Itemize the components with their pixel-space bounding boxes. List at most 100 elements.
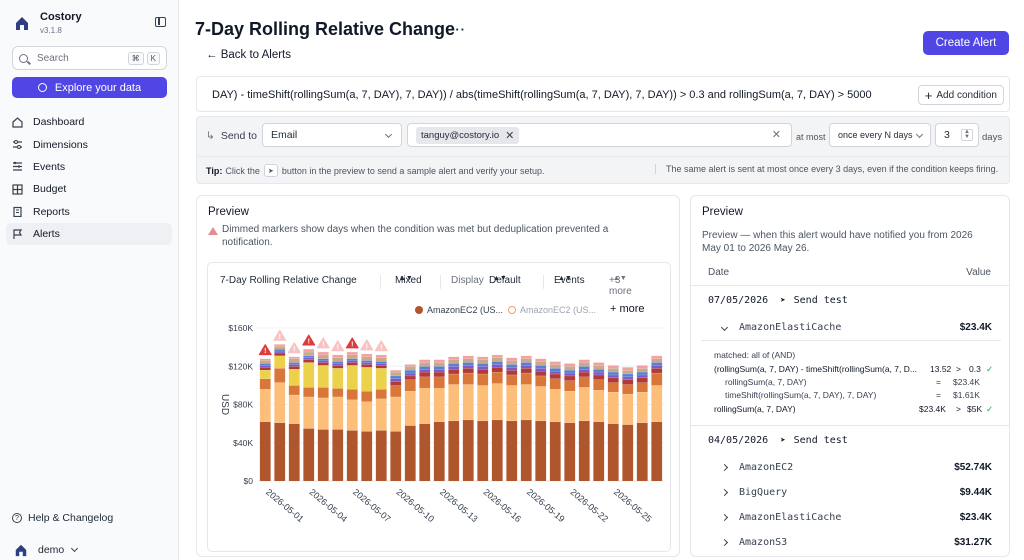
bar-segment [332,361,344,364]
send-icon[interactable]: ➤ [780,435,786,446]
sidebar-toggle-icon[interactable] [155,17,166,27]
bar-segment [578,387,590,421]
bar-segment [375,430,387,481]
bar-segment [477,366,489,370]
clear-recipients-icon[interactable]: ✕ [771,129,781,141]
bar-segment [593,362,605,366]
condition-expression[interactable]: DAY) - timeShift(rollingSum(a, 7, DAY), … [212,89,872,101]
bar-segment [448,420,460,481]
bar-segment [346,354,358,359]
y-tick-label: $40K [233,438,253,448]
bar-segment [520,384,532,420]
x-tick-label: 2026-05-22 [568,487,610,524]
frequency-select[interactable]: once every N days [829,123,931,147]
bar-segment [448,356,460,360]
condition-bar: DAY) - timeShift(rollingSum(a, 7, DAY), … [196,76,1010,112]
more-options-icon[interactable]: ··· [450,22,466,37]
list-item[interactable]: AmazonElastiCache $23.4K [720,512,992,523]
bar-segment [578,362,590,367]
list-item[interactable]: AmazonElastiCache $23.4K [720,322,992,333]
bar-segment [578,371,590,377]
bar-segment [636,371,648,375]
legend-item[interactable]: AmazonEC2 (US... [415,305,503,315]
match-op: > [956,404,961,414]
bar-segment [419,423,431,481]
recipient-input[interactable]: tanguy@costory.io ✕ ✕ [407,123,792,147]
bar-segment [274,352,286,356]
bar-segment [535,420,547,481]
bar-segment [564,372,576,376]
bar-segment [375,368,387,390]
chart-controls: 7-Day Rolling Relative Change Mixed ▲▼ Di… [220,275,660,297]
bar-segment [491,371,503,384]
bar-segment [346,365,358,390]
bar-segment [564,363,576,367]
bar-segment [535,386,547,421]
sidebar-item-dimensions[interactable]: Dimensions [6,133,172,155]
bar-segment [578,366,590,370]
bar-segment [622,367,634,371]
sidebar: Costory v3.1.8 Search ⌘ K Explore your d… [0,0,179,560]
user-menu[interactable]: demo [14,543,79,557]
search-input[interactable]: Search ⌘ K [12,46,167,70]
legend-item[interactable]: AmazonEC2 (US... [508,305,596,315]
match-value: $23.4K [919,404,946,414]
bar-segment [361,356,373,361]
bar-segment [361,431,373,481]
list-item[interactable]: AmazonEC2 $52.74K [720,462,992,473]
x-tick-label: 2026-05-01 [264,487,306,524]
sidebar-item-alerts[interactable]: Alerts [6,222,172,246]
stepper-icon[interactable]: ▲ ▼ [961,129,973,141]
tip-text-a: Click the [225,165,260,176]
add-condition-button[interactable]: + Add condition [917,85,1004,105]
bar-segment [549,373,561,379]
n-days-stepper[interactable]: 3 ▲ ▼ [935,123,979,147]
channel-select[interactable]: Email [262,123,402,147]
bar-segment [535,368,547,372]
explore-data-button[interactable]: Explore your data [12,77,167,98]
list-item[interactable]: BigQuery $9.44K [720,487,992,498]
chevron-down-icon [384,130,393,139]
bar-segment [549,421,561,481]
help-changelog-link[interactable]: ? Help & Changelog [12,512,113,524]
bar-segment [491,361,503,365]
bar-segment [491,419,503,481]
list-item[interactable]: AmazonS3 $31.27K [720,537,992,548]
match-expr: rollingSum(a, 7, DAY) [714,404,796,414]
send-test-button[interactable]: Send test [793,295,848,306]
bar-segment [317,429,329,481]
bar-segment [636,422,648,481]
bar-segment [259,367,271,371]
bar-segment [259,360,271,364]
legend-more-button[interactable]: + more [610,303,645,315]
bar-segment [288,362,300,365]
alert-marker-glyph: ! [351,341,353,348]
sidebar-item-budget[interactable]: Budget [6,178,172,200]
bar-segment [491,383,503,420]
bar-segment [607,371,619,375]
remove-recipient-icon[interactable]: ✕ [505,129,515,142]
sidebar-item-dashboard[interactable]: Dashboard [6,111,172,133]
bar-segment [375,398,387,431]
bar-segment [317,397,329,430]
send-icon[interactable]: ➤ [780,295,786,306]
create-alert-button[interactable]: Create Alert [923,31,1009,55]
recipient-email: tanguy@costory.io [421,129,500,141]
back-to-alerts-link[interactable]: ← Back to Alerts [206,49,292,61]
alert-marker-icon [273,329,287,341]
bar-segment [651,355,663,359]
send-test-button[interactable]: Send test [793,435,848,446]
updown-icon: ▲▼ [613,275,627,282]
bar-segment [651,358,663,363]
sidebar-item-reports[interactable]: Reports [6,201,172,223]
events-value: Events [554,275,585,286]
bar-segment [520,372,532,385]
bar-segment [404,366,416,371]
alert-marker-icon [287,342,301,354]
bar-segment [433,369,445,372]
alert-marker-icon [360,339,374,351]
column-header-value: Value [966,267,991,278]
brand[interactable]: Costory v3.1.8 [14,11,82,35]
bar-segment [332,368,344,389]
sidebar-item-events[interactable]: Events [6,156,172,178]
